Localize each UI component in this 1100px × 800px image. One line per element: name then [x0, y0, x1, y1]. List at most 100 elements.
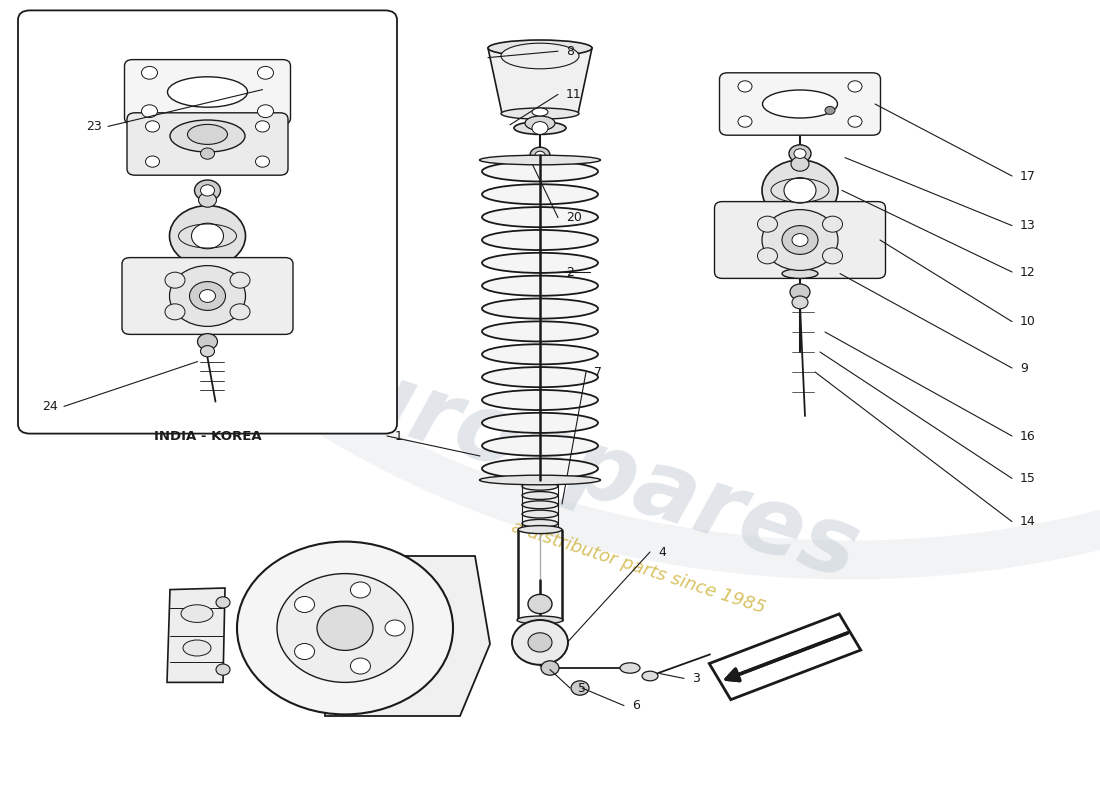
Ellipse shape — [517, 616, 563, 624]
Circle shape — [541, 661, 559, 675]
Ellipse shape — [482, 413, 598, 433]
Text: 24: 24 — [42, 400, 58, 413]
Circle shape — [571, 681, 588, 695]
Circle shape — [257, 105, 274, 118]
Text: 20: 20 — [566, 211, 582, 224]
Circle shape — [351, 582, 371, 598]
Circle shape — [789, 145, 811, 162]
Ellipse shape — [167, 77, 248, 107]
Circle shape — [532, 122, 548, 134]
Circle shape — [200, 346, 214, 357]
Ellipse shape — [170, 120, 245, 152]
Text: 6: 6 — [632, 699, 640, 712]
Circle shape — [199, 290, 216, 302]
Polygon shape — [167, 588, 225, 682]
Ellipse shape — [482, 298, 598, 318]
FancyBboxPatch shape — [122, 258, 293, 334]
Circle shape — [195, 180, 220, 201]
Ellipse shape — [482, 162, 598, 182]
Circle shape — [142, 105, 157, 118]
Circle shape — [255, 156, 270, 167]
FancyBboxPatch shape — [124, 60, 290, 124]
Circle shape — [189, 282, 226, 310]
Ellipse shape — [522, 519, 558, 527]
Circle shape — [145, 156, 160, 167]
Circle shape — [145, 121, 160, 132]
Text: 4: 4 — [658, 546, 666, 558]
Circle shape — [762, 160, 838, 221]
Ellipse shape — [482, 344, 598, 364]
Circle shape — [198, 334, 218, 350]
Circle shape — [351, 658, 371, 674]
Circle shape — [758, 248, 778, 264]
Ellipse shape — [514, 122, 566, 134]
FancyBboxPatch shape — [719, 73, 880, 135]
Circle shape — [169, 266, 245, 326]
Ellipse shape — [482, 390, 598, 410]
Ellipse shape — [488, 40, 592, 56]
Circle shape — [823, 248, 843, 264]
Ellipse shape — [762, 90, 837, 118]
Ellipse shape — [500, 108, 579, 119]
Text: 13: 13 — [1020, 219, 1036, 232]
Circle shape — [738, 116, 752, 127]
Circle shape — [257, 66, 274, 79]
Ellipse shape — [518, 526, 562, 534]
Circle shape — [791, 157, 808, 171]
Circle shape — [165, 272, 185, 288]
Circle shape — [823, 216, 843, 232]
Text: 16: 16 — [1020, 430, 1036, 442]
Ellipse shape — [182, 605, 213, 622]
Circle shape — [794, 149, 806, 158]
Text: eurospares: eurospares — [274, 328, 870, 600]
Ellipse shape — [482, 367, 598, 387]
Ellipse shape — [522, 482, 558, 490]
Text: 5: 5 — [578, 682, 586, 694]
Circle shape — [762, 210, 838, 270]
Ellipse shape — [482, 253, 598, 273]
Circle shape — [200, 185, 214, 196]
Text: 23: 23 — [86, 120, 102, 133]
Ellipse shape — [532, 108, 548, 116]
Circle shape — [255, 121, 270, 132]
Circle shape — [758, 216, 778, 232]
Circle shape — [216, 597, 230, 608]
Circle shape — [782, 226, 818, 254]
Ellipse shape — [482, 230, 598, 250]
Circle shape — [535, 151, 544, 159]
Text: 14: 14 — [1020, 515, 1036, 528]
Circle shape — [790, 284, 810, 300]
Circle shape — [230, 304, 250, 320]
Ellipse shape — [482, 458, 598, 478]
Circle shape — [738, 81, 752, 92]
Circle shape — [385, 620, 405, 636]
Circle shape — [848, 81, 862, 92]
Circle shape — [528, 594, 552, 614]
Text: INDIA - KOREA: INDIA - KOREA — [154, 430, 262, 443]
Ellipse shape — [482, 322, 598, 342]
Ellipse shape — [642, 671, 658, 681]
Circle shape — [530, 147, 550, 163]
Text: 1: 1 — [395, 430, 403, 442]
Circle shape — [169, 206, 245, 266]
Ellipse shape — [620, 662, 640, 674]
Ellipse shape — [482, 207, 598, 227]
Ellipse shape — [480, 475, 601, 485]
Ellipse shape — [480, 155, 601, 165]
Circle shape — [236, 542, 453, 714]
Text: 8: 8 — [566, 45, 574, 58]
Ellipse shape — [522, 510, 558, 518]
Ellipse shape — [522, 501, 558, 509]
Ellipse shape — [782, 269, 818, 278]
Circle shape — [200, 148, 214, 159]
Circle shape — [198, 193, 217, 207]
Polygon shape — [324, 556, 490, 716]
Text: a distributor parts since 1985: a distributor parts since 1985 — [508, 518, 768, 618]
FancyBboxPatch shape — [715, 202, 886, 278]
Circle shape — [142, 66, 157, 79]
Circle shape — [230, 272, 250, 288]
Circle shape — [295, 597, 315, 613]
Text: 17: 17 — [1020, 170, 1036, 182]
Circle shape — [191, 223, 223, 249]
Ellipse shape — [482, 276, 598, 296]
